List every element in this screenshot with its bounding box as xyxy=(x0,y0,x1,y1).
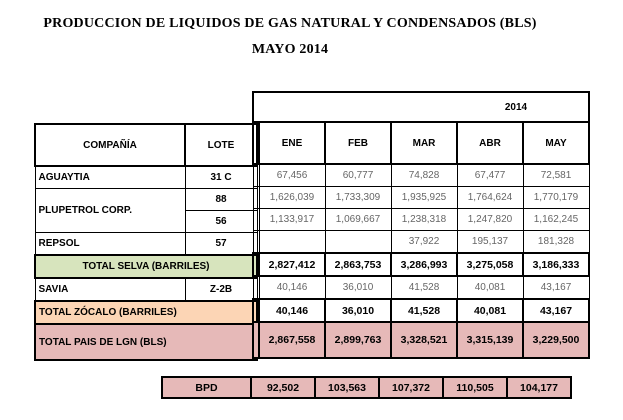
table-row: 37,922 195,137 181,328 xyxy=(252,230,590,254)
table-row: 1,626,039 1,733,309 1,935,925 1,764,624 … xyxy=(252,186,590,209)
table-row: 2,827,412 2,863,753 3,286,993 3,275,058 … xyxy=(252,252,590,277)
bpd-row: BPD 92,502 103,563 107,372 110,505 104,1… xyxy=(161,376,572,399)
bpd-value: 104,177 xyxy=(506,376,572,399)
value-cell: 1,770,179 xyxy=(522,186,590,209)
company-header-row: COMPAÑÍA LOTE xyxy=(34,123,258,167)
value-cell xyxy=(258,230,326,254)
report-title: PRODUCCION DE LIQUIDOS DE GAS NATURAL Y … xyxy=(43,16,537,31)
value-cell: 1,935,925 xyxy=(390,186,458,209)
value-cell: 40,146 xyxy=(258,275,326,300)
total-value-cell: 36,010 xyxy=(324,298,392,323)
value-cell: 1,733,309 xyxy=(324,186,392,209)
report-subtitle: MAYO 2014 xyxy=(251,42,329,57)
total-value-cell: 3,328,521 xyxy=(390,321,458,359)
value-cell xyxy=(324,230,392,254)
value-cell: 43,167 xyxy=(522,275,590,300)
month-header: ABR xyxy=(456,121,524,165)
month-header: MAY xyxy=(522,121,590,165)
total-value-cell: 43,167 xyxy=(522,298,590,323)
bpd-value: 92,502 xyxy=(250,376,316,399)
bpd-table: BPD 92,502 103,563 107,372 110,505 104,1… xyxy=(161,376,572,399)
table-row: 1,133,917 1,069,667 1,238,318 1,247,820 … xyxy=(252,208,590,231)
value-cell: 60,777 xyxy=(324,163,392,187)
company-cell: REPSOL xyxy=(34,232,186,256)
value-cell: 67,456 xyxy=(258,163,326,187)
bpd-label: BPD xyxy=(161,376,252,399)
lote-cell: 57 xyxy=(184,232,258,256)
company-header: COMPAÑÍA xyxy=(34,123,186,167)
value-cell: 181,328 xyxy=(522,230,590,254)
table-row: TOTAL ZÓCALO (BARRILES) xyxy=(34,300,258,325)
table-row: REPSOL 57 xyxy=(34,232,258,256)
lote-header: LOTE xyxy=(184,123,258,167)
month-header-row: ENE FEB MAR ABR MAY xyxy=(252,121,590,165)
lote-cell: 56 xyxy=(184,210,258,233)
value-cell: 74,828 xyxy=(390,163,458,187)
table-row: 40,146 36,010 41,528 40,081 43,167 xyxy=(252,298,590,323)
table-row: 56 xyxy=(35,210,258,233)
year-header: 2014 xyxy=(252,91,590,123)
total-selva-label: TOTAL SELVA (BARRILES) xyxy=(34,254,258,279)
lote-cell: Z-2B xyxy=(184,277,258,302)
value-cell: 1,162,245 xyxy=(522,208,590,231)
company-cell: SAVIA xyxy=(34,277,186,302)
value-cell: 40,081 xyxy=(456,275,524,300)
table-row: 40,146 36,010 41,528 40,081 43,167 xyxy=(252,275,590,300)
year-row: 2014 xyxy=(252,91,590,123)
total-value-cell: 3,275,058 xyxy=(456,252,524,277)
value-cell: 1,247,820 xyxy=(456,208,524,231)
bpd-value: 107,372 xyxy=(378,376,444,399)
total-zocalo-label: TOTAL ZÓCALO (BARRILES) xyxy=(34,300,258,325)
total-value-cell: 40,081 xyxy=(456,298,524,323)
month-header: ENE xyxy=(258,121,326,165)
total-value-cell: 3,229,500 xyxy=(522,321,590,359)
table-row: AGUAYTIA 31 C xyxy=(34,165,258,189)
total-value-cell: 41,528 xyxy=(390,298,458,323)
value-cell: 36,010 xyxy=(324,275,392,300)
value-cell: 1,069,667 xyxy=(324,208,392,231)
lote-cell: 31 C xyxy=(184,165,258,189)
monthly-table: 2014 ENE FEB MAR ABR MAY 67,456 60,777 7… xyxy=(252,91,590,359)
total-pais-label: TOTAL PAIS DE LGN (BLS) xyxy=(34,323,258,361)
total-value-cell: 2,863,753 xyxy=(324,252,392,277)
value-cell: 41,528 xyxy=(390,275,458,300)
total-value-cell: 3,286,993 xyxy=(390,252,458,277)
company-cell: AGUAYTIA xyxy=(34,165,186,189)
total-value-cell: 2,899,763 xyxy=(324,321,392,359)
value-cell: 1,626,039 xyxy=(258,186,326,209)
value-cell: 195,137 xyxy=(456,230,524,254)
value-cell: 37,922 xyxy=(390,230,458,254)
company-table: COMPAÑÍA LOTE AGUAYTIA 31 C PLUPETROL CO… xyxy=(34,123,258,361)
bpd-value: 103,563 xyxy=(314,376,380,399)
value-cell: 1,764,624 xyxy=(456,186,524,209)
table-row: 2,867,558 2,899,763 3,328,521 3,315,139 … xyxy=(252,321,590,359)
company-cell: PLUPETROL CORP. xyxy=(34,188,186,233)
total-value-cell: 40,146 xyxy=(258,298,326,323)
value-cell: 1,238,318 xyxy=(390,208,458,231)
bpd-value: 110,505 xyxy=(442,376,508,399)
month-header: FEB xyxy=(324,121,392,165)
total-value-cell: 2,867,558 xyxy=(258,321,326,359)
total-value-cell: 2,827,412 xyxy=(258,252,326,277)
value-cell: 1,133,917 xyxy=(258,208,326,231)
table-row: TOTAL PAIS DE LGN (BLS) xyxy=(34,323,258,361)
value-cell: 72,581 xyxy=(522,163,590,187)
value-cell: 67,477 xyxy=(456,163,524,187)
total-value-cell: 3,315,139 xyxy=(456,321,524,359)
total-value-cell: 3,186,333 xyxy=(522,252,590,277)
month-header: MAR xyxy=(390,121,458,165)
lote-cell: 88 xyxy=(184,188,258,211)
table-row: SAVIA Z-2B xyxy=(34,277,258,302)
table-row: PLUPETROL CORP. 88 xyxy=(34,188,258,233)
table-row: TOTAL SELVA (BARRILES) xyxy=(34,254,258,279)
table-row: 67,456 60,777 74,828 67,477 72,581 xyxy=(252,163,590,187)
